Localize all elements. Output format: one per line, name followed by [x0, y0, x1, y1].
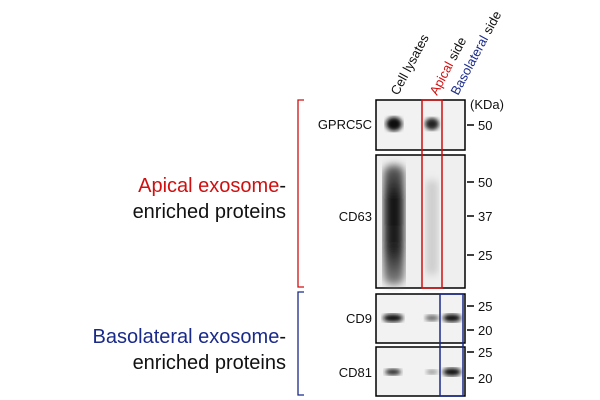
- marker-label: 20: [478, 371, 492, 386]
- protein-label: GPRC5C: [318, 117, 372, 132]
- bracket: [297, 291, 304, 396]
- protein-label: CD63: [339, 209, 372, 224]
- group-label: Basolateral exosome-: [93, 326, 286, 348]
- blot-panels: [375, 99, 466, 397]
- unit-label: (KDa): [470, 97, 504, 112]
- marker-label: 25: [478, 248, 492, 263]
- protein-label: CD9: [346, 311, 372, 326]
- marker-label: 20: [478, 323, 492, 338]
- marker-label: 25: [478, 345, 492, 360]
- marker-label: 25: [478, 299, 492, 314]
- marker-label: 50: [478, 118, 492, 133]
- group-label: enriched proteins: [133, 201, 286, 223]
- column-label: Cell lysates: [387, 31, 432, 97]
- bracket: [297, 99, 304, 288]
- protein-label: CD81: [339, 365, 372, 380]
- group-label: Apical exosome-: [138, 175, 286, 197]
- marker-label: 37: [478, 209, 492, 224]
- marker-label: 50: [478, 175, 492, 190]
- group-label: enriched proteins: [133, 352, 286, 374]
